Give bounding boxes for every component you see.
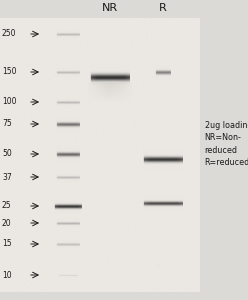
Text: 20: 20	[2, 218, 12, 227]
Text: 37: 37	[2, 172, 12, 182]
Text: 15: 15	[2, 239, 12, 248]
Text: 2ug loading
NR=Non-
reduced
R=reduced: 2ug loading NR=Non- reduced R=reduced	[205, 121, 248, 167]
Text: 10: 10	[2, 271, 12, 280]
Text: 250: 250	[2, 29, 17, 38]
Text: 75: 75	[2, 119, 12, 128]
Text: 100: 100	[2, 98, 17, 106]
Text: 25: 25	[2, 202, 12, 211]
Text: R: R	[159, 3, 167, 13]
Text: 50: 50	[2, 149, 12, 158]
Text: NR: NR	[102, 3, 118, 13]
Text: 150: 150	[2, 68, 17, 76]
